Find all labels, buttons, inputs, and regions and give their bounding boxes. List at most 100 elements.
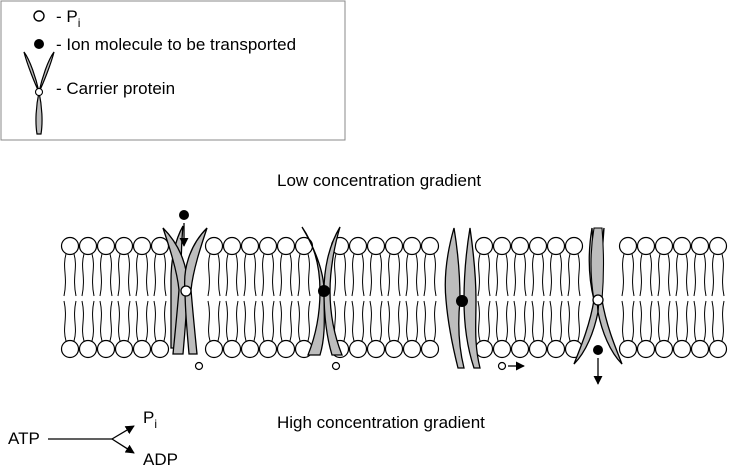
lipid-tail — [487, 253, 491, 297]
phosphate-bound — [592, 294, 604, 306]
lipid-tail — [351, 253, 355, 297]
lipid-head — [384, 236, 404, 256]
lipid-tail — [531, 253, 535, 297]
low-concentration-label: Low concentration gradient — [277, 171, 481, 190]
lipid-tail — [127, 253, 131, 297]
ion-molecule-incoming — [179, 210, 189, 220]
lipid-tail — [657, 253, 661, 297]
lipid-tail — [81, 300, 85, 342]
lipid-tail — [135, 300, 139, 342]
lipid-head — [420, 339, 440, 359]
lipid-tail — [423, 253, 427, 297]
lipid-tail — [279, 300, 283, 342]
lipid-tail — [297, 253, 301, 297]
carrier-protein-flipped — [444, 227, 481, 369]
carrier-protein-open-bottom — [573, 227, 623, 365]
lipid-head — [60, 236, 80, 256]
lipid-tail — [711, 300, 715, 342]
lipid-tail — [127, 300, 131, 342]
lipid-tail — [667, 253, 671, 297]
lipid-tail — [693, 253, 697, 297]
lipid-tail — [649, 300, 653, 342]
lipid-tail — [91, 253, 95, 297]
lipid-tail — [721, 253, 725, 297]
lipid-tail — [711, 253, 715, 297]
pi-product-label: Pi — [143, 408, 157, 431]
lipid-head — [510, 236, 530, 256]
lipid-tail — [631, 300, 635, 342]
lipid-head — [240, 236, 260, 256]
lipid-head — [258, 339, 278, 359]
lipid-tail — [253, 253, 257, 297]
lipid-tail — [271, 300, 275, 342]
lipid-tail — [91, 300, 95, 342]
lipid-head — [690, 236, 710, 256]
ion-molecule-released — [593, 345, 603, 355]
lipid-head — [348, 236, 368, 256]
lipid-tail — [153, 300, 157, 342]
lipid-head — [150, 339, 170, 359]
lipid-head — [114, 339, 134, 359]
carrier-protein-closed — [301, 226, 343, 356]
lipid-tail — [513, 300, 517, 342]
ion-molecule-icon — [34, 39, 44, 49]
carrier-protein-icon — [23, 51, 55, 135]
lipid-tail — [513, 253, 517, 297]
phosphate-moving — [497, 361, 507, 371]
lipid-head — [258, 236, 278, 256]
lipid-head — [276, 339, 296, 359]
lipid-tail — [207, 300, 211, 342]
lipid-tail — [369, 300, 373, 342]
lipid-tail — [361, 253, 365, 297]
lipid-tail — [379, 253, 383, 297]
lipid-tail — [577, 253, 581, 297]
lipid-tail — [351, 300, 355, 342]
legend: - Pi - Ion molecule to be transported - … — [0, 0, 346, 141]
lipid-tail — [487, 300, 491, 342]
lipid-tail — [523, 253, 527, 297]
lipid-tail — [379, 300, 383, 342]
pi-arrow — [111, 425, 135, 440]
adp-product-label: ADP — [143, 450, 178, 469]
high-concentration-label: High concentration gradient — [277, 413, 485, 432]
lipid-head — [60, 339, 80, 359]
lipid-tail — [63, 253, 67, 297]
adp-arrow — [111, 438, 135, 454]
lipid-tail — [685, 253, 689, 297]
carrier-protein-open-top — [162, 225, 208, 355]
lipid-tail — [297, 300, 301, 342]
legend-carrier-label: - Carrier protein — [56, 79, 175, 98]
lipid-tail — [559, 253, 563, 297]
lipid-tail — [361, 300, 365, 342]
lipid-head — [348, 339, 368, 359]
lipid-tail — [289, 253, 293, 297]
lipid-tail — [549, 253, 553, 297]
ion-bound — [318, 285, 330, 297]
lipid-tail — [721, 300, 725, 342]
lipid-tail — [73, 253, 77, 297]
lipid-tail — [333, 253, 337, 297]
lipid-tail — [621, 253, 625, 297]
lipid-tail — [397, 253, 401, 297]
lipid-tail — [135, 253, 139, 297]
lipid-tail — [405, 253, 409, 297]
legend-pi-label: - Pi — [56, 7, 80, 30]
lipid-head — [366, 236, 386, 256]
lipid-tail — [145, 300, 149, 342]
lipid-head — [402, 339, 422, 359]
lipid-head — [672, 236, 692, 256]
lipid-tail — [549, 300, 553, 342]
lipid-tail — [217, 300, 221, 342]
lipid-head — [96, 236, 116, 256]
lipid-head — [564, 236, 584, 256]
lipid-head — [708, 339, 728, 359]
lipid-head — [132, 236, 152, 256]
lipid-head — [96, 339, 116, 359]
lipid-tail — [99, 253, 103, 297]
lipid-tail — [163, 253, 167, 297]
lipid-tail — [433, 253, 437, 297]
lipid-head — [78, 236, 98, 256]
lipid-tail — [369, 253, 373, 297]
lipid-tail — [675, 300, 679, 342]
